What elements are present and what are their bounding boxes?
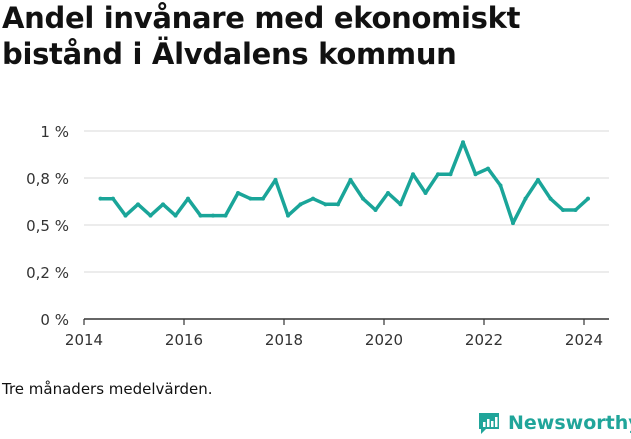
data-point bbox=[336, 202, 340, 207]
data-point bbox=[248, 196, 253, 201]
data-point bbox=[386, 191, 390, 196]
data-point bbox=[223, 213, 228, 218]
data-point bbox=[561, 207, 565, 212]
data-point bbox=[361, 196, 365, 201]
data-point bbox=[348, 177, 353, 182]
data-point bbox=[548, 196, 553, 201]
x-tick-label: 2020 bbox=[365, 331, 403, 349]
data-point bbox=[273, 177, 278, 182]
data-point bbox=[473, 172, 478, 177]
data-point bbox=[498, 183, 503, 188]
data-point bbox=[298, 202, 303, 207]
y-tick-label: 0,2 % bbox=[26, 264, 69, 282]
data-point bbox=[311, 196, 315, 201]
data-point bbox=[211, 213, 215, 218]
data-point bbox=[436, 172, 440, 177]
y-axis-ticks: 0 % 0,2 % 0,5 % 0,8 % 1 % bbox=[26, 123, 69, 329]
data-point bbox=[173, 213, 178, 218]
data-point bbox=[323, 202, 328, 207]
series-line-0 bbox=[98, 140, 590, 225]
data-point bbox=[123, 213, 128, 218]
data-point bbox=[261, 196, 265, 201]
data-point bbox=[423, 191, 428, 196]
y-tick-label: 0,8 % bbox=[26, 170, 69, 188]
x-tick-label: 2024 bbox=[565, 331, 603, 349]
series-layer bbox=[98, 140, 590, 226]
data-point bbox=[136, 202, 140, 207]
x-tick-label: 2022 bbox=[465, 331, 503, 349]
chart-title: Andel invånare med ekonomiskt bistånd i … bbox=[2, 1, 521, 71]
data-point bbox=[111, 196, 115, 201]
newsworthy-logo-icon bbox=[479, 413, 499, 434]
data-point bbox=[161, 202, 165, 207]
data-point bbox=[148, 213, 153, 218]
gridlines bbox=[84, 130, 609, 273]
x-tick-label: 2014 bbox=[65, 331, 103, 349]
data-point bbox=[186, 196, 190, 201]
footnote: Tre månaders medelvärden. bbox=[2, 380, 213, 398]
data-point bbox=[573, 207, 578, 212]
brand-logo[interactable]: Newsworthy bbox=[476, 408, 631, 438]
data-point bbox=[286, 213, 290, 218]
data-point bbox=[198, 213, 203, 218]
data-point bbox=[448, 172, 453, 177]
data-point bbox=[98, 196, 103, 201]
data-point bbox=[236, 191, 240, 196]
x-axis: 2014 2016 2018 2020 2022 2024 bbox=[65, 318, 609, 349]
data-point bbox=[373, 207, 378, 212]
brand-name: Newsworthy bbox=[508, 412, 631, 434]
x-tick-label: 2018 bbox=[265, 331, 303, 349]
data-point bbox=[486, 166, 490, 171]
y-tick-label: 0 % bbox=[40, 311, 69, 329]
data-point bbox=[511, 221, 515, 226]
x-tick-label: 2016 bbox=[165, 331, 203, 349]
data-point bbox=[523, 196, 528, 201]
y-tick-label: 0,5 % bbox=[26, 217, 69, 235]
data-point bbox=[398, 202, 403, 207]
data-point bbox=[536, 177, 540, 182]
data-point bbox=[461, 140, 465, 145]
y-tick-label: 1 % bbox=[40, 123, 69, 141]
line-chart: 0 %0,2 %0,5 %0,8 %1 % 2014 2016 2018 2020 20… bbox=[26, 123, 609, 349]
data-point bbox=[586, 196, 590, 201]
data-point bbox=[411, 172, 415, 177]
